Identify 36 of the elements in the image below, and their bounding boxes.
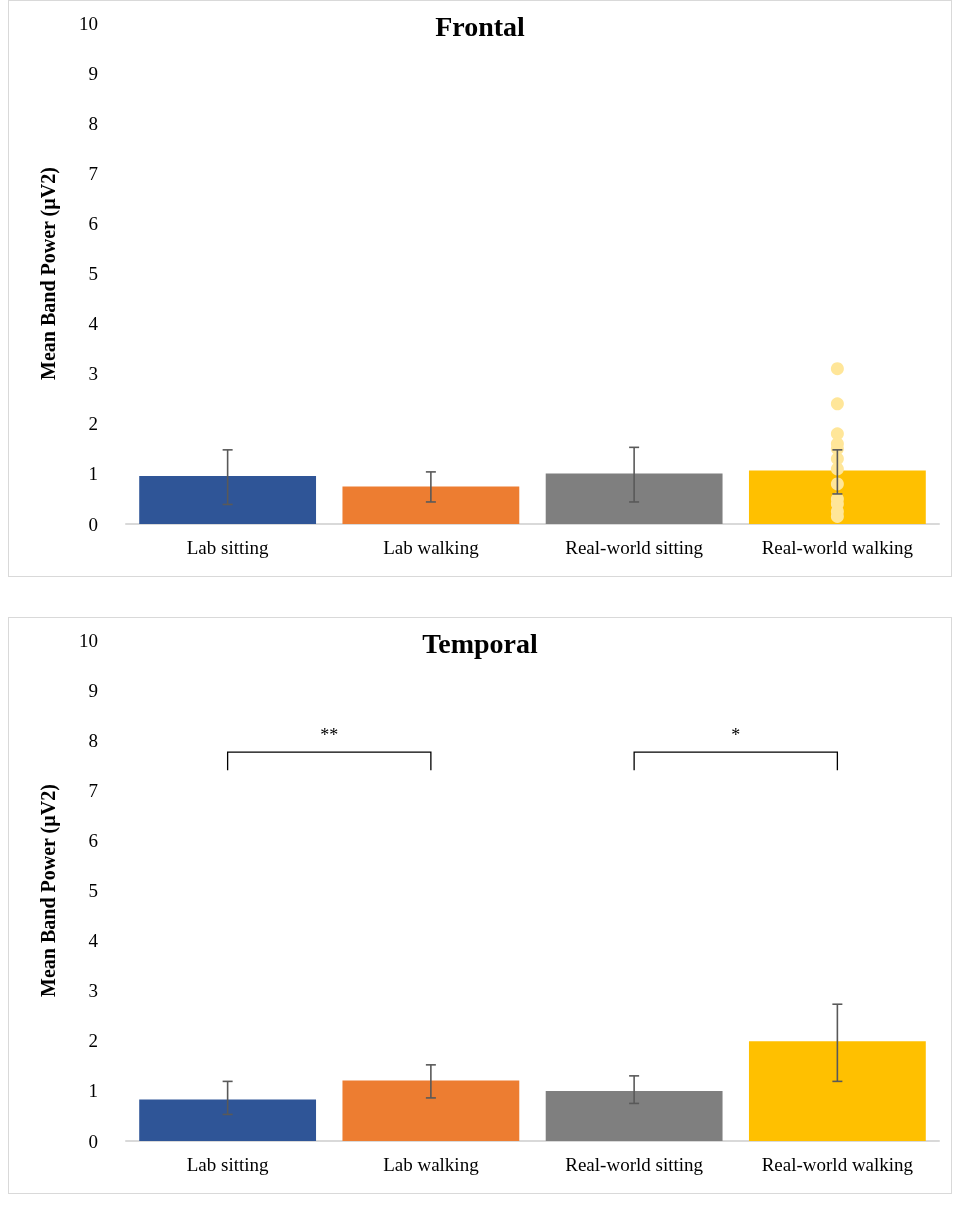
- x-tick-label: Lab sitting: [186, 537, 270, 558]
- y-tick-label: 6: [88, 212, 98, 234]
- y-tick-label: 7: [88, 162, 98, 184]
- y-tick-label: 4: [88, 930, 99, 952]
- annotation: **: [320, 725, 339, 746]
- y-tick-label: 8: [88, 729, 98, 751]
- y-tick-label: 7: [88, 779, 98, 801]
- y-tick-label: 5: [88, 880, 98, 901]
- x-tick-label: Lab walking: [383, 537, 480, 558]
- annotation: *: [731, 725, 741, 746]
- y-tick-label: 1: [88, 1080, 98, 1102]
- x-tick-label: Real-world sitting: [565, 1154, 704, 1175]
- x-tick-label: Lab sitting: [186, 1154, 270, 1175]
- chart-title: Frontal: [435, 10, 526, 42]
- x-tick-label: Real-world walking: [761, 537, 914, 558]
- y-tick-label: 5: [88, 263, 98, 284]
- y-tick-label: 2: [88, 1030, 98, 1052]
- x-tick-label: Real-world walking: [761, 1154, 914, 1175]
- x-tick-label: Lab walking: [383, 1154, 480, 1175]
- y-axis-title: Mean Band Power (µV2): [37, 784, 60, 997]
- y-tick-label: 0: [88, 1130, 98, 1152]
- y-tick-label: 4: [88, 313, 99, 335]
- y-tick-label: 3: [88, 980, 98, 1002]
- y-tick-label: 10: [79, 12, 98, 34]
- x-tick-label: Real-world sitting: [565, 537, 704, 558]
- y-tick-label: 1: [88, 463, 98, 485]
- y-tick-label: 6: [88, 829, 98, 851]
- y-tick-label: 0: [88, 513, 98, 535]
- y-tick-label: 2: [88, 413, 98, 435]
- y-tick-label: 10: [79, 629, 98, 651]
- chart-title: Temporal: [422, 627, 539, 659]
- y-tick-label: 3: [88, 363, 98, 385]
- y-axis-title: Mean Band Power (µV2): [37, 167, 60, 380]
- y-tick-label: 9: [88, 679, 98, 701]
- y-tick-label: 9: [88, 62, 98, 84]
- y-tick-label: 8: [88, 112, 98, 134]
